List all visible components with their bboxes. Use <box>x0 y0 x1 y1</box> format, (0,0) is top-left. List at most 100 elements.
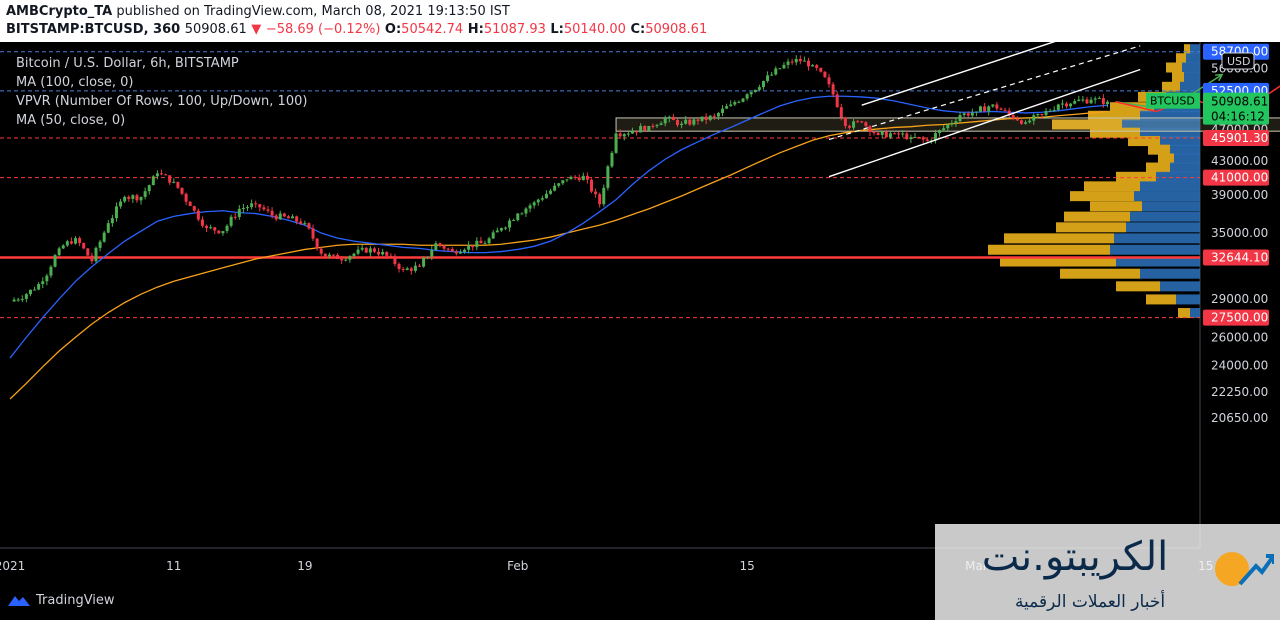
candle <box>708 114 712 122</box>
candle <box>1089 96 1093 104</box>
volume-profile-down-bar <box>1148 144 1170 155</box>
candle <box>999 107 1003 111</box>
candle <box>950 120 954 127</box>
legend-ma100[interactable]: MA (100, close, 0) <box>16 75 134 90</box>
candle <box>33 286 37 291</box>
candle <box>28 289 32 297</box>
candle <box>344 257 348 262</box>
volume-profile-down-bar <box>988 244 1110 255</box>
candle <box>16 297 20 302</box>
price-tick-label: 43000.00 <box>1211 154 1268 168</box>
volume-profile-down-bar <box>1060 268 1140 279</box>
candle <box>340 255 344 264</box>
volume-profile-down-bar <box>1056 222 1126 233</box>
candle <box>74 236 78 245</box>
volume-profile-up-bar <box>1140 110 1200 121</box>
ohlc-line: BITSTAMP:BTCUSD, 360 50908.61 ▼ −58.69 (… <box>6 22 707 37</box>
time-tick-label: 2021 <box>0 559 25 573</box>
candle <box>626 130 630 137</box>
candle <box>856 119 860 123</box>
candle <box>155 170 159 180</box>
candle <box>1097 96 1101 100</box>
candle <box>49 264 53 278</box>
channel-upper-line <box>861 42 1056 106</box>
watermark-title: الكريبتو.نت <box>981 534 1169 580</box>
legend-vpvr[interactable]: VPVR (Number Of Rows, 100, Up/Down, 100) <box>16 94 308 109</box>
candle <box>770 71 774 76</box>
candle <box>221 230 225 236</box>
candle <box>12 297 16 302</box>
candle <box>315 237 319 251</box>
volume-profile-down-bar <box>1184 44 1190 55</box>
price-tick-label: 26000.00 <box>1211 330 1268 344</box>
candle <box>512 218 516 222</box>
volume-profile-down-bar <box>1176 53 1186 64</box>
candle <box>786 58 790 69</box>
candle <box>811 64 815 67</box>
candle <box>938 129 942 137</box>
volume-profile-down-bar <box>1116 281 1160 292</box>
close-label: C: <box>630 22 646 37</box>
candle <box>307 222 311 230</box>
volume-profile-up-bar <box>1122 119 1200 130</box>
volume-profile-down-bar <box>1146 294 1176 305</box>
candle <box>1019 119 1023 125</box>
candle <box>110 214 114 227</box>
candle <box>1085 96 1089 104</box>
volume-profile-down-bar <box>1172 72 1184 83</box>
candle <box>974 111 978 117</box>
candle <box>438 242 442 248</box>
price-tick-label: 29000.00 <box>1211 292 1268 306</box>
ma100-line <box>9 110 1108 400</box>
legend-ma50[interactable]: MA (50, close, 0) <box>16 113 126 128</box>
tradingview-logo[interactable]: TradingView <box>6 592 115 608</box>
candle <box>90 252 94 264</box>
volume-profile-up-bar <box>1160 281 1200 292</box>
candle <box>176 181 180 189</box>
candle <box>303 220 307 226</box>
last-price-value: 50908.61 <box>1211 95 1268 109</box>
volume-profile-up-bar <box>1116 256 1200 267</box>
candle <box>737 100 741 104</box>
candle <box>577 174 581 182</box>
candle <box>20 295 24 303</box>
candle <box>536 198 540 206</box>
candle <box>86 248 90 256</box>
volume-profile-up-bar <box>1174 153 1200 164</box>
candle <box>831 82 835 98</box>
low-value: 50140.00 <box>563 22 626 37</box>
volume-profile-down-bar <box>1090 127 1140 138</box>
candle <box>188 201 192 207</box>
candle <box>37 281 41 291</box>
chart-legend: Bitcoin / U.S. Dollar, 6h, BITSTAMP MA (… <box>16 54 307 130</box>
candle <box>1036 113 1040 119</box>
candle <box>41 277 45 289</box>
candle <box>1073 98 1077 105</box>
candle <box>225 224 229 234</box>
candle <box>393 253 397 267</box>
candle <box>680 121 684 129</box>
candle <box>872 130 876 136</box>
candle <box>483 240 487 245</box>
candle <box>712 113 716 120</box>
candle <box>516 212 520 222</box>
candle <box>585 172 589 184</box>
volume-profile-down-bar <box>1116 171 1156 182</box>
watermark-subtitle: أخبار العملات الرقمية <box>1014 592 1166 612</box>
candle <box>250 199 254 210</box>
channel-lower-line <box>828 68 1141 178</box>
candle <box>1052 106 1056 112</box>
candle <box>102 230 106 243</box>
tradingview-cloud-icon <box>8 596 30 606</box>
candle <box>725 103 729 109</box>
candle <box>98 239 102 252</box>
candle <box>348 255 352 263</box>
currency-badge-label: USD <box>1227 55 1251 68</box>
publisher-name[interactable]: AMBCrypto_TA <box>6 4 113 19</box>
candle <box>69 237 73 245</box>
candle <box>561 179 565 185</box>
candle <box>549 188 553 195</box>
candle <box>782 62 786 70</box>
candle <box>798 55 802 65</box>
candle <box>643 125 647 132</box>
